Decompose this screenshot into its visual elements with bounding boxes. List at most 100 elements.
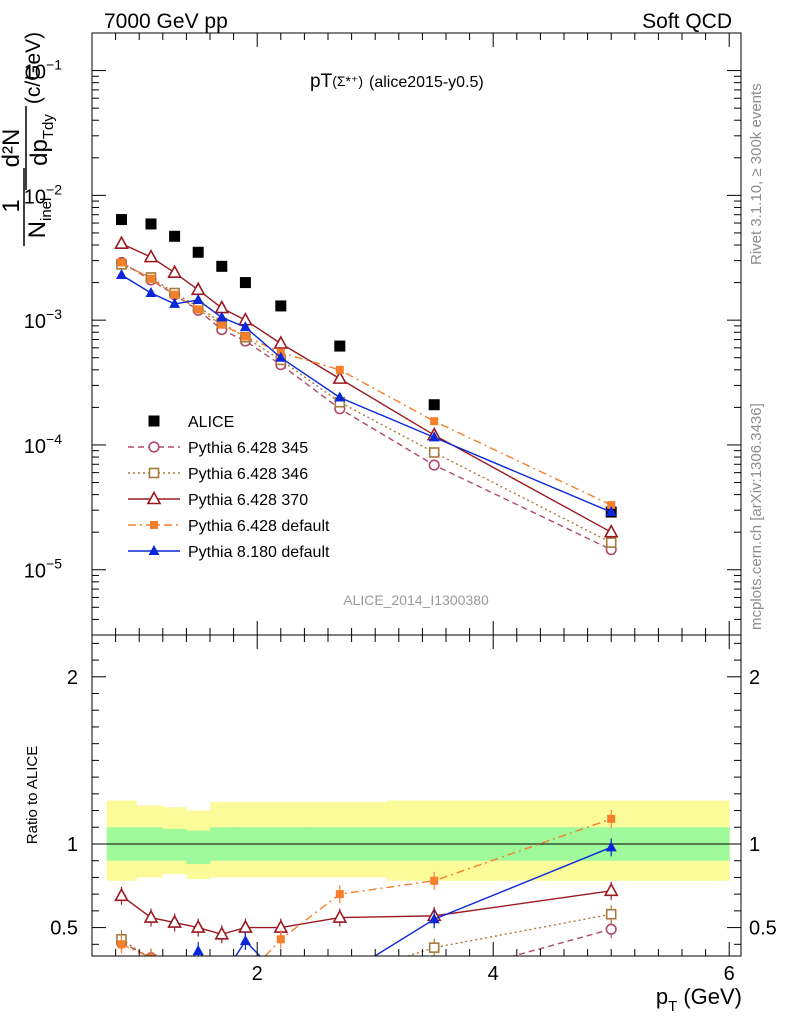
legend-label: ALICE (188, 414, 234, 431)
y-tick-label-exponent: −3 (46, 306, 62, 322)
data-point (239, 321, 251, 332)
data-point (216, 260, 228, 272)
x-tick-label: 2 (252, 963, 263, 985)
ylabel-one: 1 (0, 199, 25, 212)
ratio-point (170, 970, 179, 979)
main-y-axis-label: 1 Ninel d²N dpTdy (c/GeV) (0, 32, 57, 246)
data-point (605, 506, 617, 517)
data-point (167, 264, 182, 279)
y-tick-label: 10−2 (24, 181, 62, 208)
data-point (170, 290, 179, 299)
xlabel-p: p (656, 984, 668, 1009)
analysis-watermark: ALICE_2014_I1300380 (343, 592, 489, 608)
y-tick-label: 10−4 (24, 431, 62, 458)
legend-marker (146, 490, 162, 505)
data-point (216, 311, 228, 322)
band-inner (186, 830, 211, 865)
ratio-y-tick-label-right: 2 (749, 667, 760, 689)
plot-title: pT(Σ*⁺) (alice2015-y0.5) (310, 71, 484, 92)
legend-entry: Pythia 6.428 346 (128, 466, 308, 483)
ratio-point (117, 940, 126, 949)
ratio-point (217, 973, 226, 982)
ratio-point (147, 953, 155, 956)
ratio-point (190, 919, 206, 933)
ratio-y-tick-label-left: 1 (67, 834, 78, 856)
legend-label: Pythia 6.428 default (188, 518, 330, 535)
data-point (192, 246, 204, 258)
ratio-point (335, 973, 344, 982)
series-pythia-6-428-345 (115, 256, 617, 556)
series-line (121, 261, 612, 551)
data-point (332, 370, 348, 384)
ratio-line (121, 890, 612, 935)
ylabel-n-sub: inel (38, 198, 55, 221)
data-point (428, 431, 440, 442)
ratio-series-pythia-6-428-default (117, 809, 616, 982)
ratio-y-tick-label-right: 0.5 (749, 918, 777, 940)
ratio-y-tick-label-right: 1 (749, 834, 760, 856)
ratio-point (167, 914, 182, 928)
legend-entry: Pythia 6.428 default (128, 518, 330, 535)
ratio-point (605, 841, 617, 852)
y-tick-label-mantissa: 10 (24, 436, 46, 458)
ratio-series-pythia-6-428-370 (114, 881, 619, 944)
y-tick-label-exponent: −2 (46, 181, 62, 197)
ratio-y-tick-label-left: 0.5 (50, 918, 78, 940)
data-point (430, 417, 439, 426)
data-point (214, 299, 230, 314)
x-tick-label: 6 (724, 963, 735, 985)
ylabel-dp: dpTdy (26, 114, 57, 166)
y-tick-label-mantissa: 10 (24, 311, 46, 333)
data-point (169, 230, 181, 242)
ratio-point (169, 972, 180, 982)
data-point (603, 524, 619, 538)
ratio-point (429, 973, 439, 983)
ratio-point (171, 970, 179, 978)
ratio-point (276, 973, 285, 982)
ylabel-d2n: d²N (0, 129, 25, 168)
xlabel-unit: (GeV) (683, 984, 742, 1009)
legend-label: Pythia 8.180 default (188, 544, 330, 561)
data-point (607, 501, 616, 510)
series-line (121, 274, 612, 513)
legend-label: Pythia 6.428 345 (188, 440, 308, 457)
data-point (143, 248, 159, 263)
data-point (217, 320, 226, 329)
rivet-label: Rivet 3.1.10, ≥ 300k events (748, 83, 765, 265)
ratio-line (121, 913, 612, 956)
ratio-point (241, 974, 249, 982)
ratio-point (605, 908, 617, 920)
data-point (114, 235, 129, 249)
data-point (169, 297, 181, 308)
ratio-line (121, 818, 612, 956)
y-tick-label-exponent: −4 (46, 431, 62, 447)
data-point (117, 258, 126, 267)
ratio-point (241, 973, 250, 982)
data-point (147, 274, 155, 283)
legend-entry: Pythia 8.180 default (128, 544, 330, 561)
legend-label: Pythia 6.428 346 (188, 466, 308, 483)
ratio-point (214, 926, 230, 940)
x-axis-label: pT (GeV) (656, 984, 742, 1015)
series-line (121, 243, 612, 533)
plot-title-text: pT (310, 71, 333, 92)
band-inner (162, 828, 187, 861)
ratio-plot-panel: 0.5 0.5 1 1 2 2 2 4 6 (50, 634, 777, 985)
ylabel-dp-main: dp (26, 139, 53, 166)
legend-entry: Pythia 6.428 370 (128, 490, 308, 509)
ratio-point (605, 923, 617, 935)
ratio-point (170, 970, 180, 980)
legend-marker (148, 467, 160, 479)
plot-title-particle: (Σ*⁺) (332, 73, 363, 89)
data-point (192, 294, 204, 305)
mcplots-label: mcplots.cern.ch [arXiv:1306.3436] (748, 403, 765, 630)
legend: ALICE Pythia 6.428 345 Pythia 6.428 346 Pyt… (128, 414, 330, 561)
data-point (194, 305, 203, 314)
data-point (239, 277, 251, 289)
y-tick-label-mantissa: 10 (24, 561, 46, 583)
ratio-point (217, 973, 227, 983)
ratio-point (218, 974, 226, 982)
ratio-y-axis-label: Ratio to ALICE (24, 746, 41, 844)
data-point (190, 281, 206, 296)
